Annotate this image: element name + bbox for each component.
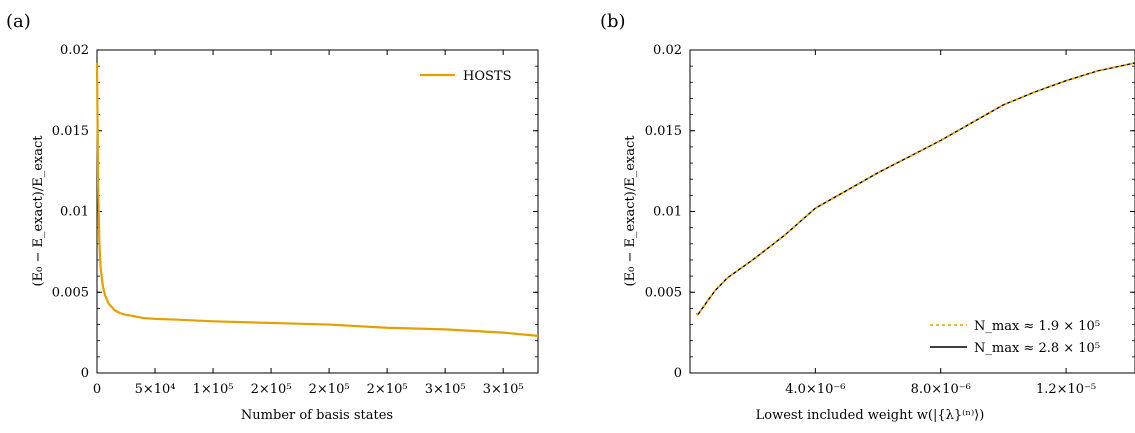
panel-b-legend-label-nmax-2: N_max ≈ 2.8 × 10⁵: [974, 341, 1100, 356]
panel-a-series: [95, 62, 539, 337]
panel-a-x-tick-label: 2×10⁵: [309, 382, 350, 397]
panel-a-x-tick-label: 2×10⁵: [251, 382, 292, 397]
panel-a-legend: HOSTS: [420, 69, 511, 84]
panel-b-y-axis-label: (E₀ − E_exact)/E_exact: [623, 135, 638, 287]
panel-a-series-line-0: [95, 62, 539, 337]
panel-a-x-tick-label: 3×10⁵: [425, 382, 466, 397]
panel-a-x-tick-label: 5×10⁴: [135, 382, 176, 397]
panel-b-x-tick-label: 8.0×10⁻⁶: [911, 382, 971, 397]
panel-a-y-tick-label: 0: [81, 366, 89, 381]
panel-a-y-axis-label: (E₀ − E_exact)/E_exact: [31, 135, 46, 287]
panel-a-x-tick-label: 3×10⁵: [483, 382, 524, 397]
panel-a-y-tick-label: 0.01: [60, 205, 89, 220]
panel-b: (b) 0 0.005 0.01 0.015 0.02 4.0×10⁻⁶ 8.0×10⁻⁶…: [600, 11, 1135, 423]
panel-b-series-line-0: [695, 62, 1135, 316]
panel-a-x-tick-label: 1×10⁵: [193, 382, 234, 397]
panel-a-legend-label-hosts: HOSTS: [463, 69, 511, 84]
panel-b-y-tick-label: 0.01: [653, 205, 682, 220]
panel-b-x-tick-label: 4.0×10⁻⁶: [785, 382, 845, 397]
panel-a-label: (a): [6, 11, 31, 32]
panel-b-series-line-1: [695, 62, 1135, 316]
panel-b-y-tick-label: 0.02: [653, 43, 682, 58]
panel-b-series: [695, 62, 1135, 316]
panel-a: (a) 0 0.005 0.01 0.015 0.02 0 5×10⁴ 1×10⁵ 2×10⁵…: [6, 11, 539, 423]
panel-b-y-tick-label: 0.015: [645, 124, 682, 139]
panel-b-legend-label-nmax-1: N_max ≈ 1.9 × 10⁵: [974, 319, 1100, 334]
panel-a-x-tick-label: 0: [93, 382, 101, 397]
panel-a-y-ticks: 0 0.005 0.01 0.015 0.02: [52, 43, 538, 381]
panel-b-y-tick-label: 0: [674, 366, 682, 381]
panel-a-x-tick-label: 2×10⁵: [367, 382, 408, 397]
panel-b-x-tick-label: 1.2×10⁻⁵: [1036, 382, 1096, 397]
panel-a-y-tick-label: 0.005: [52, 285, 89, 300]
panel-b-label: (b): [600, 11, 626, 32]
panel-a-x-ticks: 0 5×10⁴ 1×10⁵ 2×10⁵ 2×10⁵ 2×10⁵ 3×10⁵ 3×10⁵: [93, 50, 524, 397]
panel-b-x-axis-label: Lowest included weight w(|{λ}⁽ⁿ⁾⟩): [756, 408, 985, 423]
panel-b-y-tick-label: 0.005: [645, 285, 682, 300]
panel-b-legend: N_max ≈ 1.9 × 10⁵ N_max ≈ 2.8 × 10⁵: [930, 319, 1100, 356]
panel-a-x-axis-label: Number of basis states: [241, 408, 393, 423]
panel-a-y-tick-label: 0.015: [52, 124, 89, 139]
panel-b-x-ticks: 4.0×10⁻⁶ 8.0×10⁻⁶ 1.2×10⁻⁵: [785, 50, 1096, 397]
panel-a-y-tick-label: 0.02: [60, 43, 89, 58]
panel-b-y-ticks: 0 0.005 0.01 0.015 0.02: [645, 43, 1135, 381]
